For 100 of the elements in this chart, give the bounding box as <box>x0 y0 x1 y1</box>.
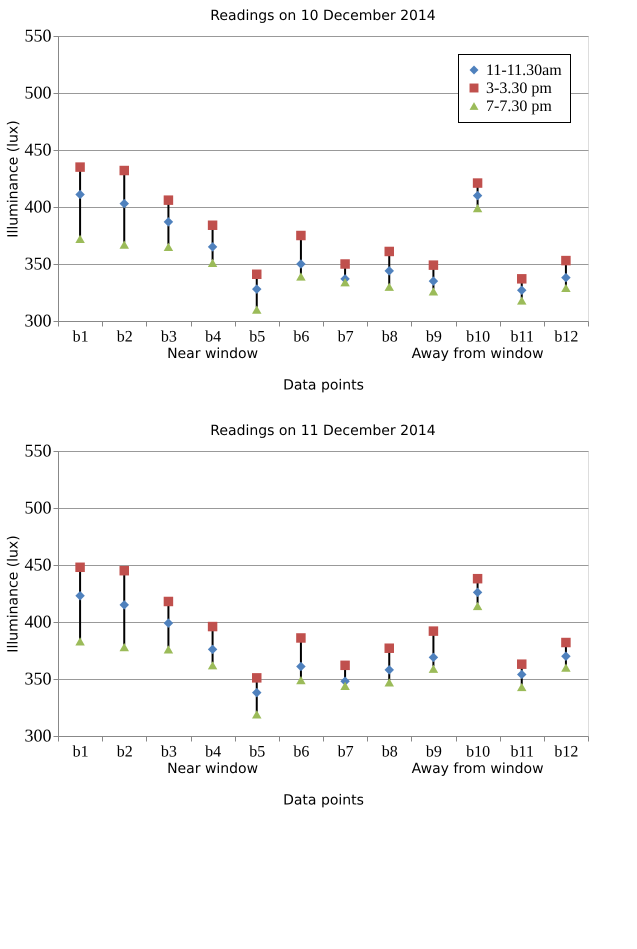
point <box>75 234 85 244</box>
point <box>252 284 262 294</box>
point <box>561 272 571 282</box>
point <box>561 256 571 266</box>
point <box>428 260 438 270</box>
point <box>75 591 85 601</box>
point <box>296 272 306 281</box>
point <box>208 220 218 230</box>
point <box>561 284 571 292</box>
x-tick-label: b9 <box>426 744 442 760</box>
x-tick-label: b3 <box>160 328 177 346</box>
point <box>428 626 438 636</box>
point <box>428 664 438 673</box>
point <box>517 285 526 295</box>
y-tick-label: 300 <box>24 310 52 330</box>
legend-label: 11-11.30am <box>486 62 562 79</box>
y-tick-label: 550 <box>24 26 52 46</box>
point <box>252 688 262 698</box>
x-tick-label: b9 <box>426 328 442 346</box>
point <box>561 638 571 648</box>
point <box>120 240 129 249</box>
text: Near window <box>167 761 258 777</box>
x-axis-title: Data points <box>283 792 364 808</box>
legend-label: 3-3.30 pm <box>486 80 552 97</box>
point <box>208 661 218 670</box>
x-tick-label: b8 <box>382 744 398 760</box>
point <box>164 242 174 252</box>
point <box>472 588 482 598</box>
point <box>120 600 129 610</box>
y-tick-label: 400 <box>24 196 52 216</box>
point <box>208 242 218 252</box>
point <box>340 682 350 690</box>
point <box>517 682 526 692</box>
point <box>164 618 174 628</box>
point <box>120 642 129 652</box>
point <box>164 645 174 654</box>
y-axis-title: Illuminance (lux) <box>6 535 22 653</box>
x-tick-label: b10 <box>466 328 490 346</box>
x-tick-label: b7 <box>338 328 354 346</box>
x-tick-label: b4 <box>205 744 222 760</box>
point <box>164 217 174 227</box>
point <box>340 259 350 269</box>
point <box>120 566 129 576</box>
point <box>384 246 394 256</box>
x-tick-label: b12 <box>554 744 578 760</box>
point <box>75 637 85 646</box>
y-tick-label: 400 <box>24 612 52 632</box>
y-tick-label: 450 <box>24 554 52 574</box>
point <box>517 670 526 680</box>
x-tick-label: b3 <box>160 744 177 760</box>
x-tick-label: b1 <box>72 744 89 760</box>
point <box>296 230 306 240</box>
point <box>164 195 174 205</box>
point <box>296 633 306 643</box>
x-tick-label: b6 <box>293 328 310 346</box>
point <box>472 204 482 212</box>
point <box>384 282 394 291</box>
x-tick-label: b7 <box>338 744 354 760</box>
point <box>120 166 129 176</box>
point <box>252 673 262 683</box>
chart-title: Readings on 11 December 2014 <box>210 423 436 439</box>
y-tick-label: 350 <box>24 668 52 688</box>
point <box>252 305 262 314</box>
point <box>252 710 262 718</box>
point <box>296 676 306 684</box>
point <box>340 660 350 670</box>
point <box>517 659 526 669</box>
x-tick-label: b11 <box>510 744 534 760</box>
point <box>384 643 394 653</box>
x-tick-label: b8 <box>382 328 398 346</box>
point <box>384 665 394 675</box>
y-tick-label: 350 <box>24 254 52 274</box>
x-tick-label: b11 <box>510 328 534 346</box>
point <box>517 274 526 284</box>
y-tick-label: 550 <box>24 440 52 460</box>
text: Near window <box>167 346 258 362</box>
legend-label: 7-7.30 pm <box>486 98 552 115</box>
point <box>252 270 262 280</box>
point <box>296 259 306 269</box>
x-tick-label: b2 <box>116 328 133 346</box>
y-tick-label: 450 <box>24 140 52 160</box>
point <box>472 602 482 610</box>
point <box>384 678 394 687</box>
text: Away from window <box>412 346 544 362</box>
x-axis-title: Data points <box>283 378 364 394</box>
x-tick-label: b5 <box>249 744 266 760</box>
x-tick-label: b2 <box>116 744 133 760</box>
y-axis-title: Illuminance (lux) <box>6 120 22 238</box>
point <box>164 596 174 606</box>
x-tick-label: b5 <box>249 328 266 346</box>
point <box>428 287 438 296</box>
x-tick-label: b1 <box>72 328 89 346</box>
point <box>75 162 85 172</box>
chart-title: Readings on 10 December 2014 <box>210 8 436 24</box>
x-tick-label: b4 <box>205 328 222 346</box>
point <box>517 296 526 305</box>
point <box>472 178 482 188</box>
point <box>428 276 438 286</box>
point <box>428 652 438 662</box>
y-tick-label: 500 <box>24 498 52 518</box>
